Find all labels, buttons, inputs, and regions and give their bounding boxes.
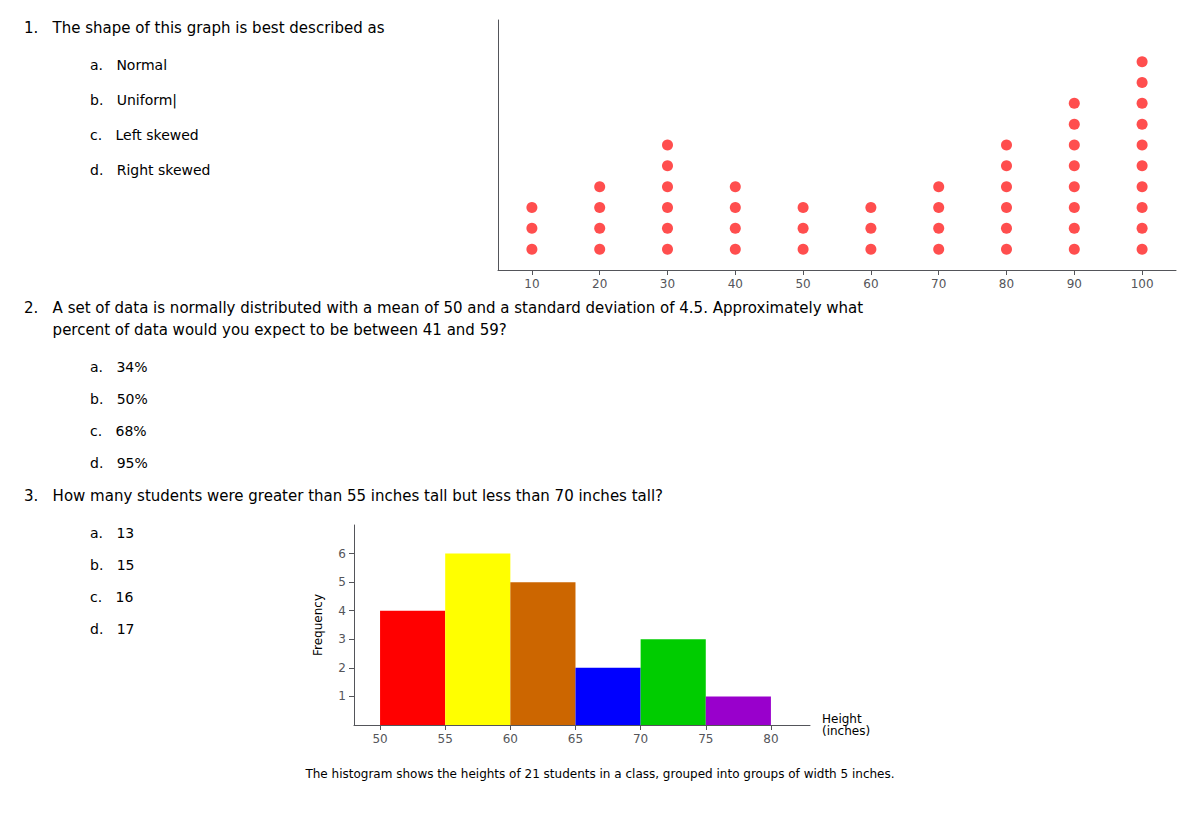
svg-text:b. 15: b. 15 — [90, 557, 135, 573]
svg-text:Frequency: Frequency — [311, 594, 325, 656]
svg-text:60: 60 — [863, 277, 878, 291]
svg-text:55: 55 — [438, 732, 453, 746]
svg-text:c. 16: c. 16 — [90, 589, 133, 605]
svg-text:80: 80 — [763, 732, 778, 746]
svg-text:d. 17: d. 17 — [90, 621, 135, 637]
svg-text:1: 1 — [338, 689, 346, 703]
svg-text:40: 40 — [728, 277, 743, 291]
svg-text:d. Right skewed: d. Right skewed — [90, 162, 210, 178]
svg-text:b. 50%: b. 50% — [90, 391, 148, 407]
svg-text:a. Normal: a. Normal — [90, 57, 167, 73]
svg-text:50: 50 — [795, 277, 810, 291]
svg-text:10: 10 — [524, 277, 539, 291]
svg-text:30: 30 — [660, 277, 675, 291]
svg-text:1. The shape of this graph i: 1. The shape of this graph is best descr… — [24, 19, 385, 37]
svg-text:a. 34%: a. 34% — [90, 359, 148, 375]
svg-text:3: 3 — [338, 632, 346, 646]
svg-text:(inches): (inches) — [822, 724, 870, 738]
svg-text:75: 75 — [698, 732, 713, 746]
svg-text:Height: Height — [822, 712, 862, 726]
svg-text:d. 95%: d. 95% — [90, 455, 148, 471]
svg-text:5: 5 — [338, 575, 346, 589]
svg-text:The histogram shows the height: The histogram shows the heights of 21 st… — [304, 767, 894, 781]
svg-text:6: 6 — [338, 547, 346, 561]
svg-text:b. Uniform|: b. Uniform| — [90, 92, 177, 109]
svg-text:2: 2 — [338, 661, 346, 675]
svg-text:80: 80 — [999, 277, 1014, 291]
svg-text:4: 4 — [338, 604, 346, 618]
svg-text:65: 65 — [568, 732, 583, 746]
svg-text:100: 100 — [1131, 277, 1154, 291]
svg-text:20: 20 — [592, 277, 607, 291]
svg-text:50: 50 — [372, 732, 387, 746]
svg-text:2. A set of data is normally: 2. A set of data is normally distributed… — [24, 299, 863, 317]
svg-text:c. 68%: c. 68% — [90, 423, 147, 439]
svg-text:percent of data would you expe: percent of data would you expect to be b… — [24, 321, 507, 339]
svg-text:90: 90 — [1067, 277, 1082, 291]
svg-text:60: 60 — [503, 732, 518, 746]
svg-text:3. How many students were gr: 3. How many students were greater than 5… — [24, 487, 663, 505]
svg-text:70: 70 — [931, 277, 946, 291]
svg-text:a. 13: a. 13 — [90, 525, 134, 541]
svg-text:c. Left skewed: c. Left skewed — [90, 127, 199, 143]
svg-text:70: 70 — [633, 732, 648, 746]
